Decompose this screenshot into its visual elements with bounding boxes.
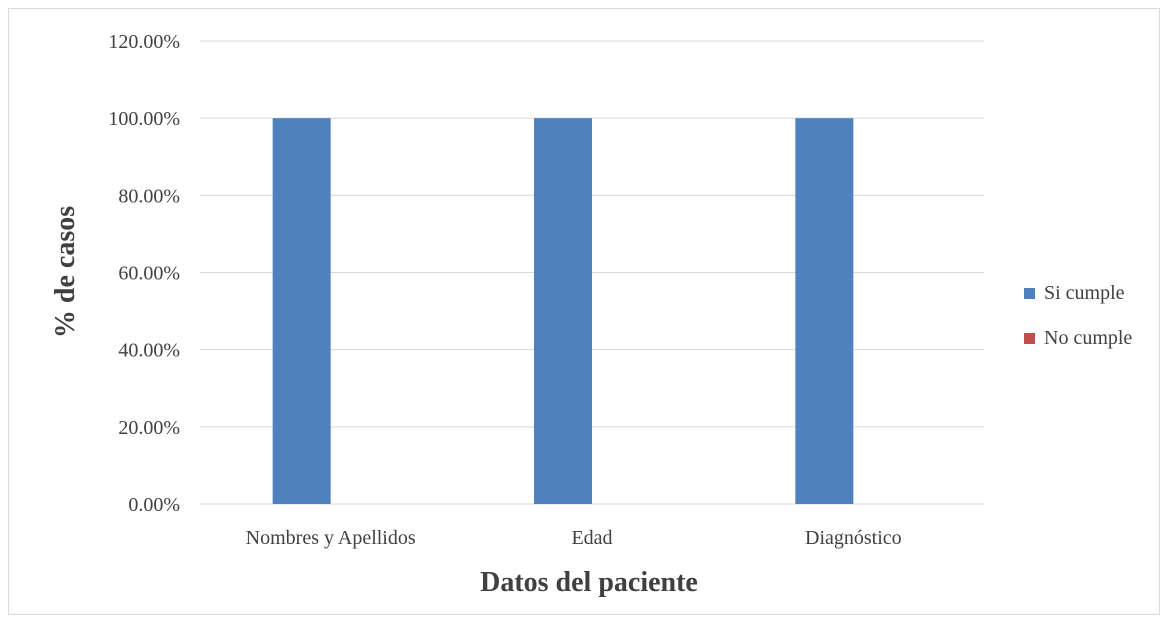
- legend-label: No cumple: [1044, 327, 1132, 349]
- x-axis-title: Datos del paciente: [480, 567, 698, 598]
- bar: [534, 118, 592, 505]
- y-tick-label: 100.00%: [108, 108, 180, 130]
- x-tick-label: Nombres y Apellidos: [246, 527, 416, 549]
- y-tick-label: 20.00%: [118, 417, 180, 439]
- y-tick-label: 80.00%: [118, 185, 180, 207]
- legend: Si cumple No cumple: [1024, 282, 1132, 349]
- legend-swatch: [1024, 333, 1035, 344]
- legend-label: Si cumple: [1044, 282, 1125, 304]
- bar: [272, 118, 331, 505]
- y-tick-label: 0.00%: [128, 494, 180, 516]
- y-axis-title: % de casos: [50, 206, 81, 338]
- y-axis-ticks: 0.00% 20.00% 40.00% 60.00% 80.00% 100.00% 120.…: [108, 31, 180, 516]
- x-axis-ticks: Nombres y Apellidos Edad Diagnóstico: [246, 527, 902, 549]
- y-tick-label: 60.00%: [118, 263, 180, 285]
- x-tick-label: Edad: [571, 527, 612, 549]
- legend-swatch: [1024, 288, 1035, 299]
- x-tick-label: Diagnóstico: [805, 527, 902, 549]
- bars: [272, 118, 854, 505]
- bar: [795, 118, 854, 505]
- y-tick-label: 40.00%: [118, 340, 180, 362]
- y-tick-label: 120.00%: [108, 31, 180, 53]
